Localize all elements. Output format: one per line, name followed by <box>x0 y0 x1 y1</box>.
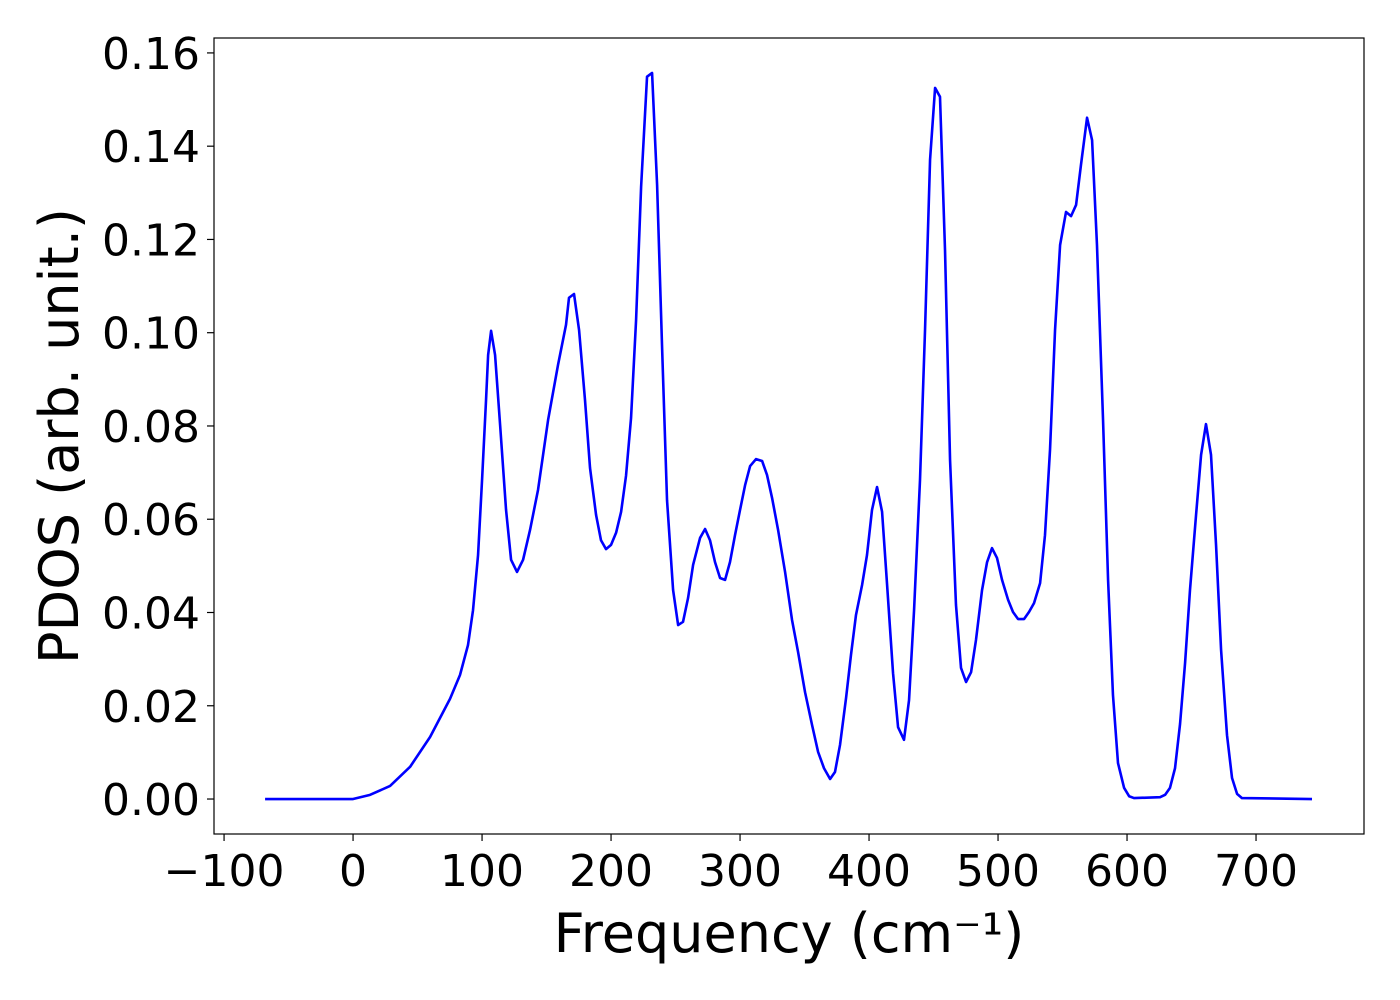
x-tick-label: 100 <box>440 846 524 897</box>
x-axis-label: Frequency (cm⁻¹) <box>554 902 1025 965</box>
y-tick-label: 0.00 <box>102 775 200 826</box>
x-tick-label: 300 <box>698 846 782 897</box>
x-tick-label: 200 <box>569 846 653 897</box>
y-axis-label: PDOS (arb. unit.) <box>28 208 91 664</box>
x-tick-label: 0 <box>339 846 367 897</box>
x-tick-label: 700 <box>1214 846 1298 897</box>
x-tick-label: −100 <box>164 846 285 897</box>
y-tick-label: 0.06 <box>102 495 200 546</box>
y-tick-label: 0.02 <box>102 682 200 733</box>
y-tick-label: 0.14 <box>102 122 200 173</box>
y-tick-label: 0.04 <box>102 589 200 640</box>
x-tick-label: 600 <box>1085 846 1169 897</box>
pdos-line <box>265 71 1313 801</box>
y-tick-label: 0.08 <box>102 402 200 453</box>
plot-frame <box>213 37 1365 835</box>
x-tick-label: 500 <box>956 846 1040 897</box>
y-tick-label: 0.12 <box>102 215 200 266</box>
y-tick-label: 0.10 <box>102 309 200 360</box>
y-tick-label: 0.16 <box>102 29 200 80</box>
x-tick-label: 400 <box>827 846 911 897</box>
